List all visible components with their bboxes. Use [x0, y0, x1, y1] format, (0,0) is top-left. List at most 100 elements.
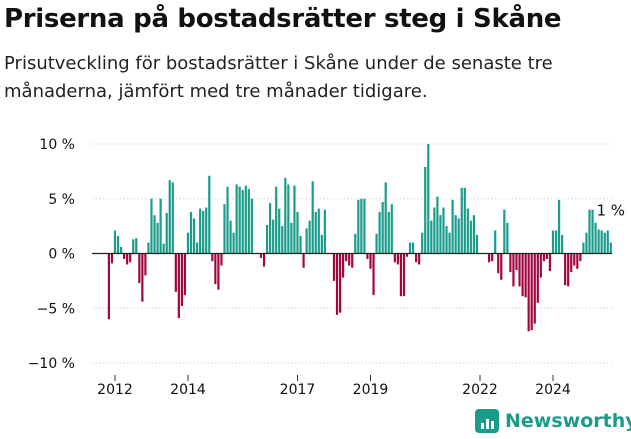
bar: [232, 232, 235, 254]
chart-title: Priserna på bostadsrätter steg i Skåne: [4, 4, 562, 34]
bar: [348, 253, 351, 266]
bar: [421, 232, 424, 254]
bar: [399, 253, 403, 297]
bar: [320, 234, 323, 254]
bar: [576, 253, 579, 269]
bar: [311, 181, 314, 254]
bar: [524, 253, 527, 298]
bar: [415, 253, 418, 263]
bar: [357, 199, 360, 254]
x-tick-label: 2024: [535, 382, 571, 398]
bar: [302, 253, 305, 268]
bar: [351, 253, 354, 268]
bar: [545, 253, 549, 259]
bar: [287, 184, 290, 254]
bar: [469, 220, 472, 254]
bar: [314, 211, 317, 254]
bar: [281, 226, 284, 254]
bar: [113, 230, 117, 254]
bar: [445, 226, 448, 254]
bar: [135, 238, 138, 254]
bar: [424, 166, 427, 254]
x-tick-label: 2022: [462, 382, 498, 398]
bar: [205, 207, 208, 254]
bar: [332, 253, 336, 281]
bar: [378, 211, 381, 254]
bar: [418, 253, 421, 265]
bar: [119, 246, 123, 254]
bar: [186, 232, 190, 254]
bar: [466, 208, 469, 254]
bar: [488, 253, 491, 263]
bar: [442, 207, 445, 254]
bar: [512, 253, 515, 287]
bar: [460, 187, 463, 254]
bar: [457, 218, 460, 254]
bar: [360, 198, 363, 254]
y-axis-labels: 10 % 5 % 0 % −5 % −10 %: [28, 137, 75, 372]
last-value-label: 1 %: [596, 202, 625, 220]
bar: [503, 209, 506, 254]
bar: [156, 222, 159, 254]
bar: [272, 219, 275, 254]
bar: [573, 253, 576, 266]
bar: [223, 204, 226, 254]
bar: [183, 253, 187, 296]
bar: [509, 253, 512, 273]
bar: [241, 189, 244, 254]
bar: [567, 253, 570, 287]
bar: [107, 253, 111, 320]
bar: [174, 253, 177, 292]
bar: [500, 253, 503, 280]
bar: [548, 253, 552, 272]
bar: [126, 253, 129, 265]
bar: [153, 215, 156, 254]
bar: [448, 232, 451, 254]
bar: [290, 222, 293, 254]
bar: [588, 209, 591, 254]
y-tick-label: 5 %: [48, 192, 75, 208]
bar: [411, 242, 415, 254]
bar: [433, 207, 436, 254]
bar: [402, 253, 406, 297]
bar: [436, 196, 439, 254]
bar: [363, 198, 366, 254]
bar: [180, 253, 184, 307]
bar: [475, 234, 479, 254]
bar: [521, 253, 524, 297]
bar: [585, 232, 588, 254]
bar: [494, 230, 497, 254]
bar: [293, 185, 296, 254]
bar: [372, 253, 375, 296]
bar: [165, 212, 168, 254]
bar: [238, 186, 241, 254]
bar: [515, 253, 518, 270]
bar: [247, 188, 250, 254]
bar: [132, 239, 135, 254]
bar: [159, 198, 162, 254]
bar: [110, 253, 114, 264]
bar: [597, 229, 600, 254]
x-axis: 2012 2014 2017 2019 2022 2024: [97, 375, 571, 398]
chart-subtitle: Prisutveckling för bostadsrätter i Skåne…: [4, 53, 553, 102]
bar: [299, 235, 302, 254]
bar: [250, 198, 253, 254]
bar: [393, 253, 396, 263]
bar: [199, 208, 202, 254]
bar: [262, 253, 266, 267]
bar: [284, 177, 287, 254]
x-tick-label: 2019: [353, 382, 389, 398]
bar: [609, 242, 612, 254]
bar: [384, 182, 387, 254]
bar: [366, 253, 369, 259]
bar: [214, 253, 217, 285]
bars: [107, 144, 612, 332]
bar: [211, 253, 214, 262]
bar: [338, 253, 342, 313]
bar: [226, 186, 229, 254]
gridlines: [92, 143, 612, 364]
bar: [317, 208, 320, 254]
bar: [539, 253, 542, 278]
bar-chart: 10 % 5 % 0 % −5 % −10 % 2012 2014 2017 2019 2022…: [28, 137, 625, 398]
y-tick-label: 0 %: [48, 247, 75, 263]
